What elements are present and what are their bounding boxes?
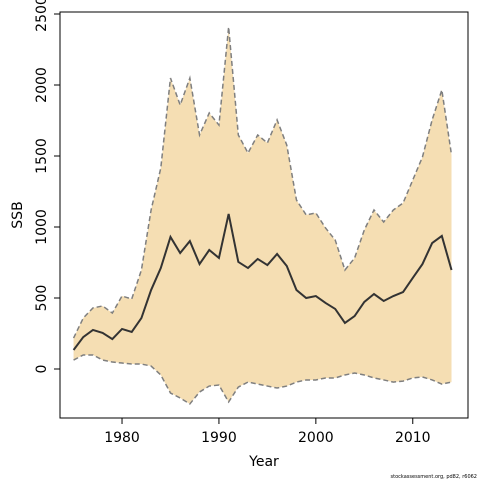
credit: stockassessment.org, pd82, r6062 xyxy=(391,474,477,480)
y-axis-label: SSB xyxy=(10,201,26,228)
ssb-line xyxy=(72,213,453,351)
x-tick-label: 2000 xyxy=(298,430,334,446)
y-tick-label: 1500 xyxy=(34,138,50,174)
confidence-band xyxy=(73,27,452,404)
y-tick-label: 500 xyxy=(34,285,50,312)
x-tick-label: 1990 xyxy=(201,430,237,446)
y-tick-label: 2000 xyxy=(34,67,50,103)
y-tick-label: 2500 xyxy=(34,0,50,32)
plot-frame xyxy=(59,11,469,419)
x-axis-label: Year xyxy=(248,454,279,470)
x-tick-label: 2010 xyxy=(395,430,431,446)
y-tick-label: 0 xyxy=(34,365,50,374)
x-tick-label: 1980 xyxy=(104,430,140,446)
y-tick-label: 1000 xyxy=(34,209,50,245)
upper-bound xyxy=(72,26,453,339)
lower-bound xyxy=(73,354,452,405)
